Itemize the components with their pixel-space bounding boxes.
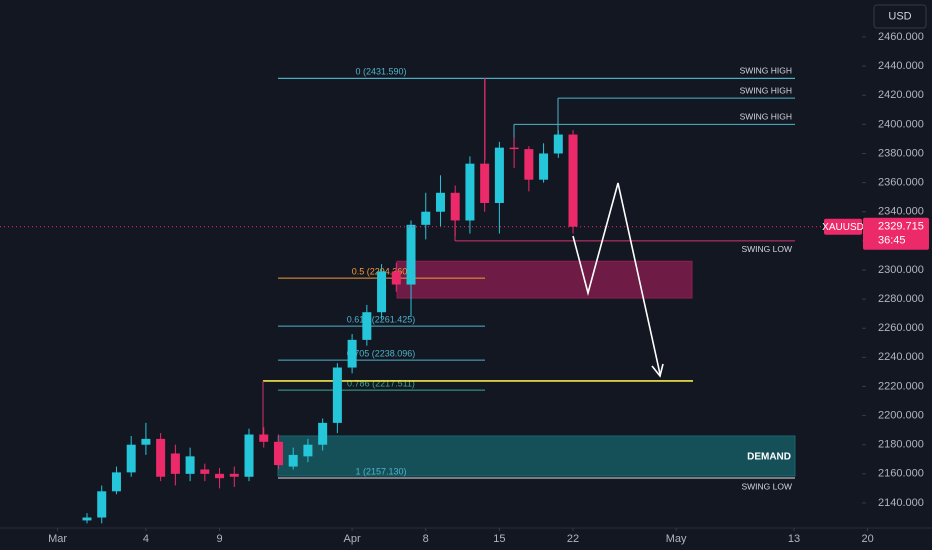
swing-label: SWING LOW (741, 481, 792, 491)
y-tick-label: 2460.000 (878, 31, 924, 43)
swing-label: SWING HIGH (740, 66, 792, 76)
candle-body (480, 163, 490, 203)
zone-label: DEMAND (747, 452, 791, 463)
x-tick-label: 13 (788, 533, 800, 545)
currency-box[interactable] (873, 4, 927, 29)
candle-body (200, 469, 210, 474)
y-tick-label: 2140.000 (878, 497, 924, 509)
x-tick-label: 22 (567, 533, 579, 545)
x-tick-label: 20 (861, 533, 873, 545)
y-tick-label: 2180.000 (878, 439, 924, 451)
candle-body (347, 339, 357, 368)
candle-body (303, 444, 313, 457)
zone (396, 260, 693, 299)
candle-body (244, 434, 254, 477)
candle-body (421, 211, 431, 225)
currency: USD (888, 10, 911, 22)
x-tick-label: 9 (216, 533, 222, 545)
candle-body (259, 434, 269, 442)
candle-body (553, 134, 563, 154)
candle-body (406, 224, 416, 285)
fib-label: 0.618 (2261.425) (347, 315, 416, 325)
fib-label: 0.705 (2238.096) (347, 348, 416, 358)
candle-body (82, 517, 92, 521)
candle-body (435, 192, 445, 212)
y-tick-label: 2260.000 (878, 322, 924, 334)
y-tick-label: 2380.000 (878, 147, 924, 159)
swing-label: SWING HIGH (740, 85, 792, 95)
candle-body (170, 453, 180, 474)
x-tick-label: Apr (344, 533, 361, 545)
candle-body (185, 456, 195, 474)
candle-body (362, 312, 372, 340)
candle-body (229, 473, 239, 477)
y-tick-label: 2440.000 (878, 60, 924, 72)
candle-body (141, 438, 151, 445)
y-tick-label: 2280.000 (878, 293, 924, 305)
x-tick-label: 4 (143, 533, 149, 545)
x-tick-label: Mar (48, 533, 67, 545)
candle-body (568, 134, 578, 227)
candle-body (97, 491, 107, 518)
y-tick-label: 2160.000 (878, 468, 924, 480)
countdown: 36:45 (878, 235, 906, 247)
y-tick-label: 2220.000 (878, 380, 924, 392)
candle-body (156, 438, 166, 477)
swing-label: SWING HIGH (740, 112, 792, 122)
y-tick-label: 2200.000 (878, 409, 924, 421)
fib-label: 1 (2157.130) (355, 466, 406, 476)
y-tick-label: 2340.000 (878, 206, 924, 218)
price-label: 2329.715 (878, 221, 924, 233)
symbol-label: XAUUSD (822, 222, 864, 233)
projection-arrowhead (651, 363, 664, 378)
candle-body (273, 441, 283, 466)
candle-body (288, 454, 298, 467)
candle-body (539, 153, 549, 180)
x-tick-label: May (666, 533, 687, 545)
candle-body (318, 422, 328, 445)
y-tick-label: 2420.000 (878, 89, 924, 101)
price-box (863, 217, 929, 250)
projection-path (572, 182, 661, 375)
candle-body (450, 192, 460, 221)
fib-label: 0 (2431.590) (355, 67, 406, 77)
candle-body (126, 444, 136, 473)
candle-body (509, 147, 519, 150)
zone (277, 435, 796, 477)
candle-body (111, 472, 121, 492)
y-tick-label: 2360.000 (878, 177, 924, 189)
swing-label: SWING LOW (741, 244, 792, 254)
candle-body (377, 271, 387, 313)
y-tick-label: 2400.000 (878, 118, 924, 130)
candle-body (215, 473, 225, 479)
symbol-box (824, 218, 862, 235)
candle-body (391, 271, 401, 285)
x-tick-label: 15 (493, 533, 505, 545)
fib-label: 0.786 (2217.511) (347, 378, 415, 388)
candle-body (524, 149, 534, 180)
candle-body (332, 367, 342, 423)
y-tick-label: 2300.000 (878, 264, 924, 276)
y-tick-label: 2240.000 (878, 351, 924, 363)
x-tick-label: 8 (423, 533, 429, 545)
candle-body (465, 163, 475, 221)
candle-body (494, 147, 504, 203)
